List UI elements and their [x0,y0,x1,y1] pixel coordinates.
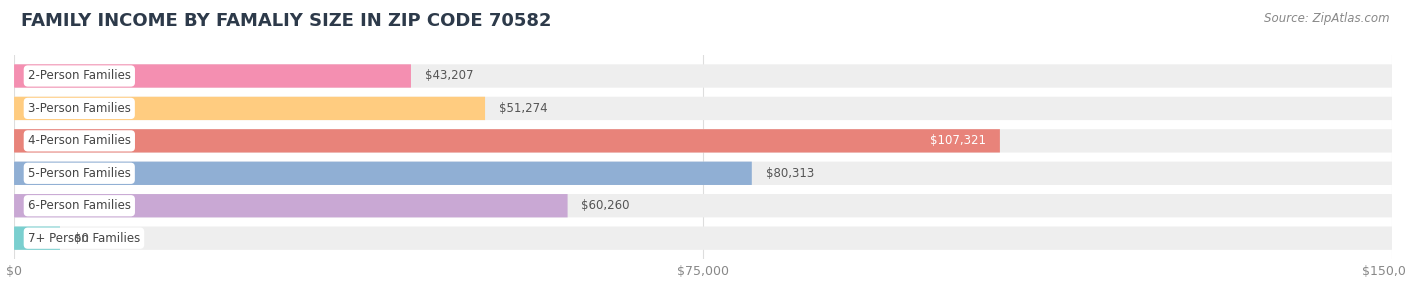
Text: 7+ Person Families: 7+ Person Families [28,232,141,245]
Text: 5-Person Families: 5-Person Families [28,167,131,180]
Text: $43,207: $43,207 [425,70,474,82]
FancyBboxPatch shape [14,162,752,185]
Text: 2-Person Families: 2-Person Families [28,70,131,82]
Text: FAMILY INCOME BY FAMALIY SIZE IN ZIP CODE 70582: FAMILY INCOME BY FAMALIY SIZE IN ZIP COD… [21,12,551,30]
Text: 3-Person Families: 3-Person Families [28,102,131,115]
Text: $80,313: $80,313 [766,167,814,180]
FancyBboxPatch shape [14,227,1392,250]
FancyBboxPatch shape [14,227,60,250]
Text: $60,260: $60,260 [581,199,630,212]
FancyBboxPatch shape [14,194,1392,217]
FancyBboxPatch shape [14,194,568,217]
Text: 6-Person Families: 6-Person Families [28,199,131,212]
FancyBboxPatch shape [14,129,1392,152]
FancyBboxPatch shape [14,64,1392,88]
FancyBboxPatch shape [14,97,485,120]
Text: Source: ZipAtlas.com: Source: ZipAtlas.com [1264,12,1389,25]
FancyBboxPatch shape [14,129,1000,152]
FancyBboxPatch shape [14,97,1392,120]
Text: $107,321: $107,321 [931,135,986,147]
Text: 4-Person Families: 4-Person Families [28,135,131,147]
Text: $51,274: $51,274 [499,102,547,115]
Text: $0: $0 [73,232,89,245]
FancyBboxPatch shape [14,162,1392,185]
FancyBboxPatch shape [14,64,411,88]
